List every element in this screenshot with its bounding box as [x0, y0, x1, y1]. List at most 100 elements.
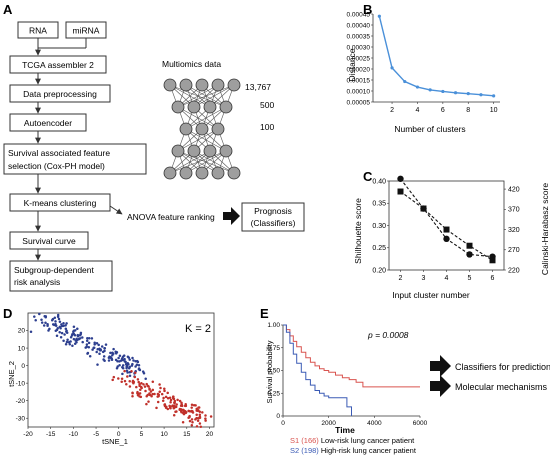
cluster-1-point — [95, 350, 98, 354]
chart-c-ylabel-left: Shilhouette score — [353, 198, 363, 264]
network-node — [179, 122, 193, 136]
cluster-2-point — [190, 418, 194, 421]
cluster-2-point — [132, 382, 135, 385]
cluster-1-point — [72, 332, 76, 336]
cluster-2-point — [199, 425, 203, 428]
legend-s1: S1 (166) Low-risk lung cancer patient — [290, 436, 415, 445]
x-tick-label: 4000 — [367, 420, 382, 427]
cluster-2-point — [128, 379, 131, 383]
cluster-1-point — [46, 324, 49, 328]
cluster-2-point — [143, 385, 147, 388]
cluster-2-point — [161, 399, 165, 403]
prognosis-label-line1: Prognosis — [254, 206, 292, 216]
distance-point — [453, 91, 458, 95]
cluster-1-point — [123, 357, 126, 361]
rna-label: RNA — [29, 26, 47, 36]
y-tick-label: 0.00025 — [347, 55, 371, 62]
cluster-2-point — [140, 386, 143, 390]
x-tick-label: 6 — [441, 107, 445, 114]
network-node — [211, 78, 225, 92]
x-tick-label: 10 — [160, 431, 168, 438]
cluster-1-point — [58, 331, 61, 334]
distance-point — [441, 89, 445, 94]
cluster-2-point — [163, 404, 167, 408]
cluster-2-point — [191, 410, 194, 413]
cluster-1-point — [111, 351, 114, 355]
tcga-box — [9, 55, 107, 74]
x-tick-label: 0 — [281, 420, 285, 427]
cluster-2-point — [175, 403, 178, 406]
y-tick-label: 1.00 — [267, 322, 280, 329]
cluster-1-point — [116, 365, 119, 368]
network-edge — [169, 150, 211, 174]
x-tick-label: 5 — [468, 275, 472, 282]
cluster-1-point — [72, 325, 76, 329]
tcga-label: TCGA assembler 2 — [22, 60, 94, 70]
arrow-mechanisms — [430, 375, 451, 397]
cluster-1-point — [125, 365, 129, 369]
cluster-2-point — [138, 382, 141, 386]
cluster-1-point — [118, 364, 121, 367]
distance-point — [390, 66, 394, 70]
cluster-score-chart: 0.20 0.25 0.30 0.35 0.40 220 270 320 370 420 2 3 4 5 6 — [372, 175, 520, 282]
cluster-2-point — [184, 403, 187, 406]
survival-curve-s2 — [283, 324, 352, 416]
cluster-1-point — [76, 333, 80, 337]
y-tick-label-left: 0.20 — [372, 267, 386, 274]
cluster-1-point — [65, 331, 69, 335]
survival-curve-label: Survival curve — [22, 236, 76, 246]
x-tick-label: 6 — [491, 275, 495, 282]
cluster-2-point — [112, 375, 116, 379]
cluster-2-point — [128, 385, 132, 388]
y-tick-label: -20 — [16, 398, 26, 405]
outcome-mechanisms: Molecular mechanisms — [455, 382, 548, 392]
network-edge — [193, 84, 235, 108]
cluster-1-point — [101, 350, 105, 354]
network-node — [211, 166, 225, 180]
y-tick-label: 0.00035 — [347, 33, 371, 40]
x-tick-label: 2 — [399, 275, 403, 282]
cluster-2-point — [190, 403, 194, 407]
chart-c-ylabel-right: Calinski-Harabasz score — [540, 183, 550, 275]
y-tick-label: 0 — [276, 413, 280, 420]
network-edge — [169, 150, 227, 174]
cluster-2-point — [133, 375, 137, 379]
cluster-1-point — [75, 341, 78, 344]
y-tick-label-right: 220 — [508, 267, 520, 274]
network-node — [227, 166, 241, 180]
panel-d-label: D — [3, 306, 12, 321]
cluster-1-point — [112, 347, 115, 351]
network-node — [227, 78, 241, 92]
silhouette-point — [397, 175, 404, 182]
x-tick-label: 4 — [415, 107, 419, 114]
x-tick-label: 10 — [490, 107, 498, 114]
cluster-1-point — [97, 343, 100, 347]
cluster-1-point — [134, 360, 137, 363]
cluster-2-point — [204, 419, 207, 422]
cluster-2-point — [204, 417, 207, 420]
panel-b-label: B — [363, 2, 372, 17]
y-tick-label: 0.00010 — [347, 88, 371, 95]
subgroup-label-line2: risk analysis — [14, 277, 60, 287]
cluster-2-point — [195, 416, 199, 420]
cluster-1-point — [54, 324, 58, 327]
cluster-2-point — [135, 385, 138, 389]
cluster-2-point — [174, 405, 178, 409]
cluster-2-point — [160, 392, 164, 396]
x-tick-label: 3 — [422, 275, 426, 282]
cluster-1-point — [87, 341, 91, 345]
cluster-1-point — [95, 341, 99, 345]
cluster-2-point — [147, 400, 150, 403]
cluster-1-point — [53, 323, 56, 327]
y-tick-label: 10 — [18, 345, 26, 352]
cluster-2-point — [146, 393, 149, 397]
cluster-2-point — [125, 382, 128, 386]
cluster-1-point — [81, 336, 84, 339]
cluster-1-point — [126, 355, 130, 359]
cluster-1-point — [58, 325, 62, 329]
cluster-2-point — [188, 419, 192, 423]
network-node — [203, 100, 217, 114]
cluster-1-point — [127, 367, 131, 370]
prognosis-arrow — [223, 207, 240, 225]
arrow-to-anova — [109, 205, 123, 215]
